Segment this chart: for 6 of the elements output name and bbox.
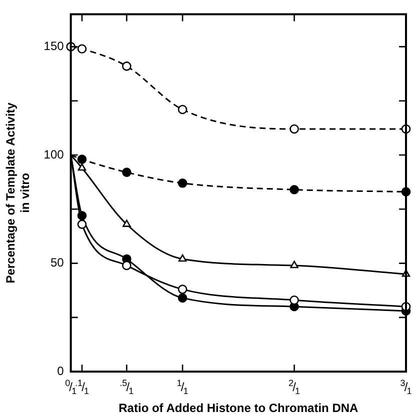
y-tick-label: 100 xyxy=(44,147,64,162)
x-axis-title: Ratio of Added Histone to Chromatin DNA xyxy=(118,401,359,416)
y-tick-label: 50 xyxy=(50,256,64,270)
y-tick-label: 150 xyxy=(44,39,64,54)
y-tick-label: 0 xyxy=(57,364,64,378)
y-axis-title: Percentage of Template Activity in vitro xyxy=(4,102,32,284)
